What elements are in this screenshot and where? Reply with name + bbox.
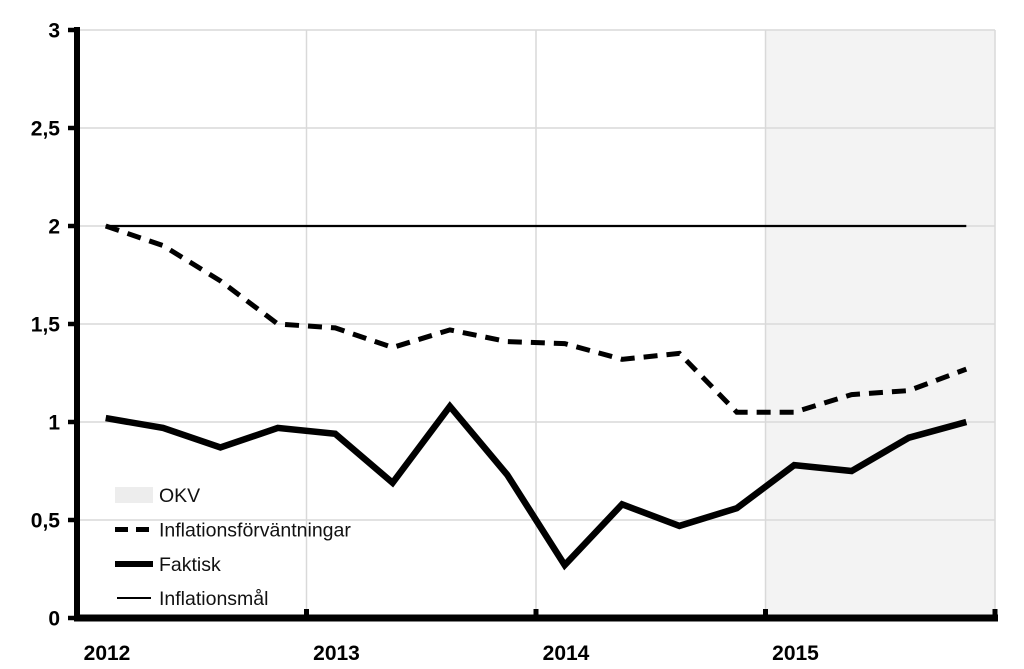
year-label: 2014 <box>543 642 590 665</box>
legend-label-2: Inflationsförväntningar <box>159 520 351 542</box>
y-tick-label: 3 <box>48 20 60 43</box>
axis-labels-group: 0 0,5 1 1,5 2 2,5 3 2012 2013 2014 2015 <box>31 20 819 666</box>
y-tick-label: 0 <box>48 608 60 631</box>
year-label: 2015 <box>772 642 819 665</box>
legend-label-4: Inflationsmål <box>159 588 268 610</box>
legend-swatch-area <box>115 487 153 503</box>
y-tick-label: 2 <box>48 216 60 239</box>
y-tick-label: 2,5 <box>31 118 61 141</box>
legend-group: OKV Inflationsförväntningar Faktisk Inflati… <box>115 485 351 610</box>
series-lines-group <box>104 223 968 571</box>
axes-group <box>68 27 998 622</box>
y-tick-label: 1 <box>48 412 60 435</box>
series-line-faktisk <box>105 401 968 571</box>
year-label: 2012 <box>84 642 131 665</box>
legend-label-3: Faktisk <box>159 554 221 576</box>
series-line-inflationsforvantningar <box>104 223 968 415</box>
legend-label-1: OKV <box>159 485 200 507</box>
y-tick-label: 0,5 <box>31 510 61 533</box>
y-tick-label: 1,5 <box>31 314 61 337</box>
year-label: 2013 <box>313 642 360 665</box>
